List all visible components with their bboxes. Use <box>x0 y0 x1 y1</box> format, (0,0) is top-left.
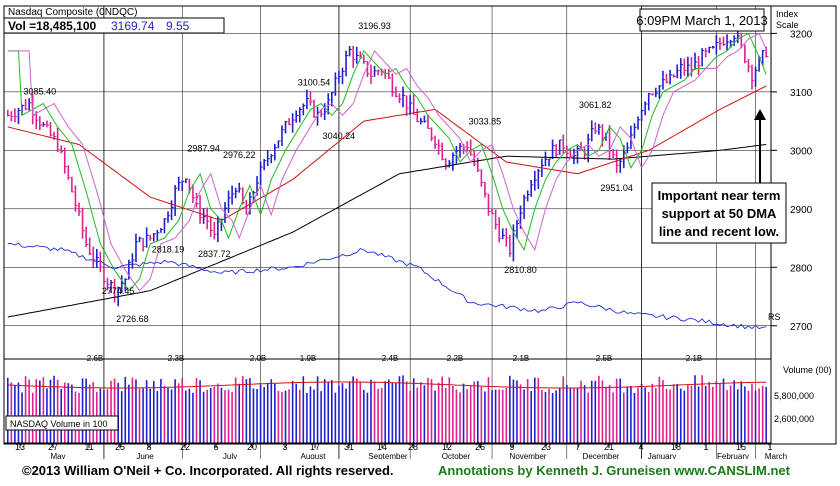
y-tick-label: 3000 <box>790 146 813 157</box>
close-value: 3169.74 <box>111 19 155 33</box>
y-tick-label: 2900 <box>790 205 813 216</box>
x-month-label: February <box>717 452 749 461</box>
x-tick-label: 18 <box>671 442 681 452</box>
x-month-label: August <box>301 452 327 461</box>
x-month-label: October <box>442 452 471 461</box>
volume-marker: 2.3B <box>168 354 184 363</box>
volume-marker: 2.1B <box>513 354 529 363</box>
price-label: 2774.45 <box>102 286 135 296</box>
annotation-line-3: line and recent low. <box>659 224 779 239</box>
x-tick-label: 7 <box>575 442 580 452</box>
volume-marker: 2.0B <box>250 354 266 363</box>
datetime: 6:09PM March 1, 2013 <box>636 13 768 28</box>
price-label: 2976.22 <box>223 150 256 160</box>
index-scale-label: Index <box>776 9 799 19</box>
price-label: 2726.68 <box>116 314 149 324</box>
x-tick-label: 20 <box>247 442 257 452</box>
x-tick-label: 8 <box>146 442 151 452</box>
copyright-text: ©2013 William O'Neil + Co. Incorporated.… <box>22 463 394 478</box>
x-tick-label: 11 <box>84 442 93 452</box>
change-value: 9.55 <box>166 19 190 33</box>
volume-marker: 1.9B <box>300 354 316 363</box>
price-label: 2818.19 <box>152 245 185 255</box>
volume-marker: 2.6B <box>87 354 103 363</box>
y-axis-ticks: 2700 2800 2900 3000 3100 3200 <box>771 29 813 333</box>
moving-average-lines <box>7 32 767 330</box>
x-month-label: March <box>765 452 787 461</box>
x-tick-label: 1 <box>767 442 772 452</box>
x-tick-label: 17 <box>310 442 320 452</box>
x-month-label: June <box>136 452 154 461</box>
volume-axis-value-1: 5,800,000 <box>774 391 814 401</box>
ma200-line <box>7 144 767 318</box>
rs-label: RS <box>768 312 781 322</box>
volume-marker: 2.5B <box>596 354 612 363</box>
x-tick-label: 6 <box>213 442 218 452</box>
price-label: 3196.93 <box>358 21 391 31</box>
price-label: 2987.94 <box>187 143 220 153</box>
volume-bars <box>4 375 771 444</box>
x-month-label: May <box>50 452 65 461</box>
x-tick-label: 15 <box>736 442 746 452</box>
annotation-line-2: support at 50 DMA <box>662 206 777 221</box>
volume-label-box <box>5 415 119 431</box>
price-label: 3100.54 <box>298 78 331 88</box>
x-month-label: July <box>223 452 237 461</box>
x-tick-label: 25 <box>115 442 125 452</box>
chart-title: Nasdaq Composite (0NDQC) <box>8 7 138 18</box>
x-tick-label: 21 <box>604 442 614 452</box>
index-scale-label-2: Scale <box>776 20 799 30</box>
x-tick-label: 23 <box>541 442 551 452</box>
x-tick-label: 4 <box>638 442 643 452</box>
price-label: 3061.82 <box>579 100 612 110</box>
price-label: 3040.24 <box>323 131 356 141</box>
rs-line <box>7 242 767 330</box>
x-tick-label: 3 <box>282 442 287 452</box>
x-month-label: December <box>583 452 620 461</box>
x-tick-label: 31 <box>344 442 354 452</box>
annotation-line-1: Important near term <box>658 188 781 203</box>
y-tick-label: 3200 <box>790 29 813 40</box>
y-tick-label: 3100 <box>790 88 813 99</box>
price-label: 2837.72 <box>198 249 231 259</box>
x-tick-label: 1 <box>703 442 708 452</box>
x-month-label: November <box>510 452 547 461</box>
x-month-label: September <box>368 452 407 461</box>
x-tick-label: 22 <box>180 442 190 452</box>
price-label: 3033.85 <box>469 117 502 127</box>
footer: ©2013 William O'Neil + Co. Incorporated.… <box>0 459 840 486</box>
y-tick-label: 2700 <box>790 322 813 333</box>
volume-axis-value-2: 2,600,000 <box>774 414 814 424</box>
annotation-arrow-head <box>754 109 766 120</box>
x-tick-label: 12 <box>442 442 452 452</box>
volume-markers: 2.6B 2.3B 2.0B 1.9B 2.4B 2.2B 2.1B 2.5B 2.1B <box>87 354 702 363</box>
datetime-box <box>639 8 765 32</box>
annotations-credit: Annotations by Kenneth J. Gruneisen www.… <box>438 463 790 478</box>
volume-marker: 2.1B <box>686 354 702 363</box>
price-label: 3085.40 <box>24 86 57 96</box>
x-tick-label: 14 <box>377 442 387 452</box>
price-label: 2810.80 <box>504 265 537 275</box>
ema-mid-line <box>7 32 767 292</box>
volume-marker: 2.4B <box>382 354 398 363</box>
y-tick-label: 2800 <box>790 263 813 274</box>
volume-marker: 2.2B <box>447 354 463 363</box>
x-tick-label: 26 <box>475 442 485 452</box>
annotation-box <box>651 182 787 244</box>
vol-label: Vol =18,485,100 <box>8 19 97 33</box>
x-tick-label: 28 <box>408 442 418 452</box>
vol-box <box>3 17 225 34</box>
x-tick-label: 9 <box>509 442 514 452</box>
x-month-label: January <box>648 452 676 461</box>
x-axis-labels: 13 27 11 25 8 22 6 20 3 17 31 14 28 12 26 9 23 7 21 4 18 1 15 1… <box>4 442 836 461</box>
volume-axis-title: Volume (00) <box>783 365 832 375</box>
x-tick-label: 27 <box>48 442 58 452</box>
volume-label: NASDAQ Volume in 100 <box>10 419 108 429</box>
price-label: 2951.04 <box>600 183 633 193</box>
x-tick-label: 13 <box>15 442 25 452</box>
price-labels: 3085.40 2774.45 2726.68 2818.19 2987.94 2837.… <box>24 21 633 324</box>
ema-short-line <box>7 32 767 292</box>
volume-average-line <box>7 381 767 389</box>
